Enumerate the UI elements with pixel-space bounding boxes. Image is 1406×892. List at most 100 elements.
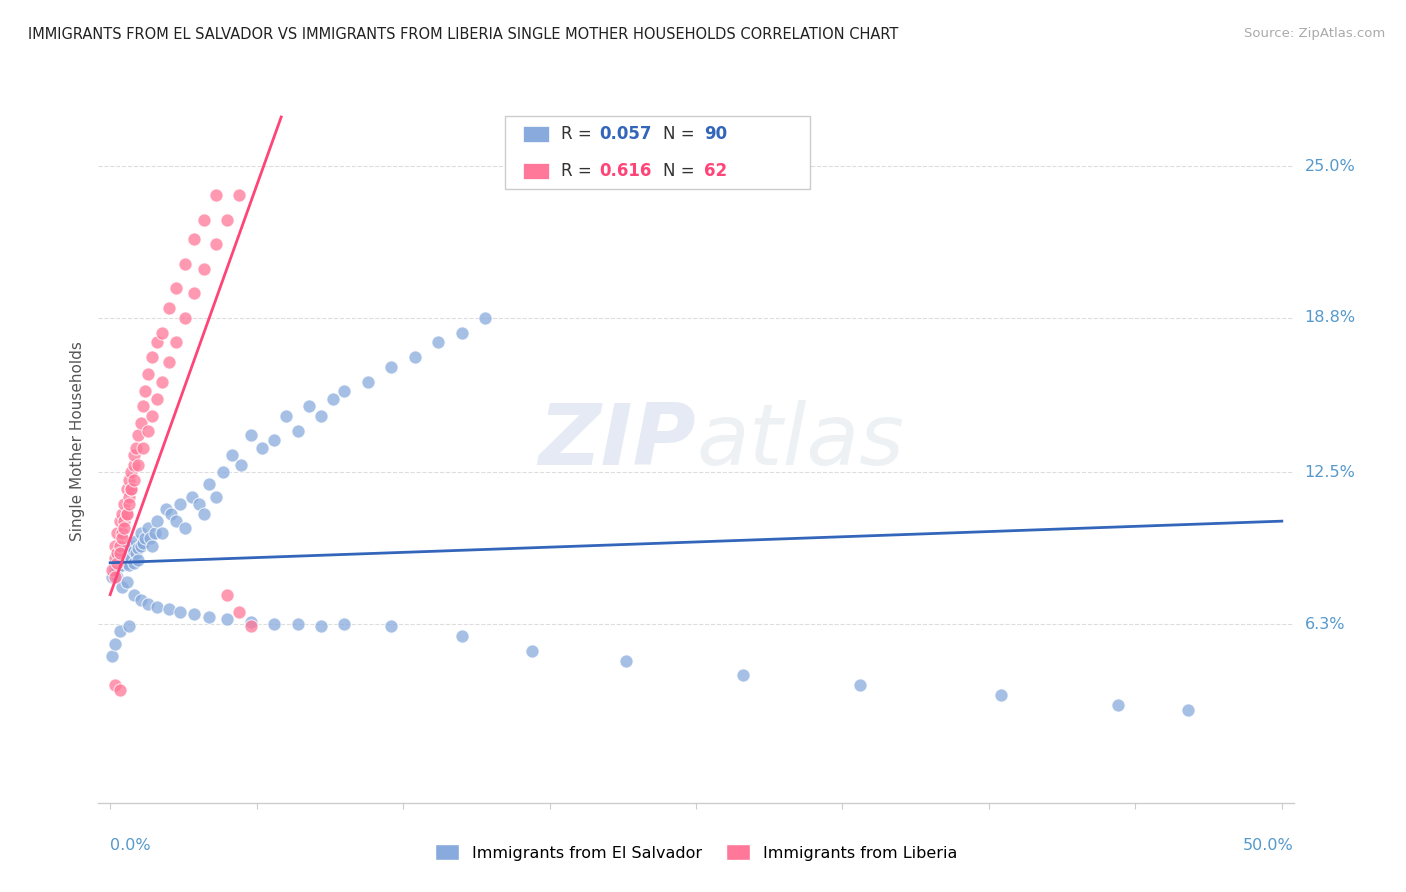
- Point: [150, 326, 173, 340]
- Point: [118, 490, 141, 504]
- Point: [127, 541, 149, 555]
- Point: [849, 678, 872, 692]
- Point: [111, 558, 134, 573]
- Point: [169, 605, 191, 619]
- Point: [141, 539, 163, 553]
- Point: [181, 490, 204, 504]
- Point: [239, 619, 262, 633]
- Point: [157, 301, 180, 315]
- Point: [520, 644, 543, 658]
- Point: [204, 237, 226, 252]
- Point: [183, 232, 205, 246]
- Point: [252, 441, 274, 455]
- Point: [174, 310, 197, 325]
- Point: [333, 617, 356, 632]
- Point: [129, 526, 152, 541]
- Point: [217, 588, 239, 602]
- FancyBboxPatch shape: [505, 117, 810, 189]
- Point: [111, 549, 134, 563]
- Point: [127, 458, 149, 472]
- Point: [165, 335, 187, 350]
- Point: [108, 683, 131, 698]
- Point: [115, 483, 138, 497]
- Point: [115, 541, 138, 555]
- Point: [731, 668, 754, 682]
- Point: [105, 546, 128, 560]
- FancyBboxPatch shape: [523, 163, 548, 179]
- Point: [193, 213, 215, 227]
- Legend: Immigrants from El Salvador, Immigrants from Liberia: Immigrants from El Salvador, Immigrants …: [429, 838, 963, 867]
- Point: [132, 441, 155, 455]
- Point: [115, 507, 138, 521]
- Point: [104, 678, 127, 692]
- Point: [112, 497, 135, 511]
- Point: [263, 434, 285, 448]
- Point: [380, 619, 402, 633]
- Point: [204, 490, 226, 504]
- Point: [298, 399, 321, 413]
- Point: [112, 553, 135, 567]
- Point: [120, 465, 142, 479]
- Point: [197, 477, 219, 491]
- Point: [155, 502, 177, 516]
- Text: 50.0%: 50.0%: [1243, 838, 1294, 853]
- Point: [183, 607, 205, 622]
- Point: [309, 619, 332, 633]
- Point: [111, 507, 134, 521]
- Point: [197, 609, 219, 624]
- Point: [188, 497, 211, 511]
- Point: [118, 473, 141, 487]
- Point: [108, 556, 131, 570]
- Point: [287, 617, 309, 632]
- Point: [118, 558, 141, 573]
- Point: [614, 654, 637, 668]
- Point: [112, 521, 135, 535]
- Point: [127, 428, 149, 442]
- Point: [104, 563, 127, 577]
- Point: [150, 375, 173, 389]
- Text: ZIP: ZIP: [538, 400, 696, 483]
- Point: [132, 399, 155, 413]
- Point: [183, 286, 205, 301]
- Point: [143, 526, 166, 541]
- Point: [129, 539, 152, 553]
- Point: [990, 688, 1012, 702]
- Point: [136, 521, 159, 535]
- Point: [157, 602, 180, 616]
- Point: [134, 531, 156, 545]
- Text: 0.616: 0.616: [599, 162, 651, 180]
- Point: [118, 619, 141, 633]
- Point: [146, 335, 169, 350]
- Point: [333, 384, 356, 399]
- Point: [118, 497, 141, 511]
- Point: [122, 543, 145, 558]
- Point: [122, 458, 145, 472]
- Point: [120, 483, 142, 497]
- Point: [136, 598, 159, 612]
- Text: 25.0%: 25.0%: [1305, 159, 1355, 174]
- Point: [239, 428, 262, 442]
- Point: [146, 599, 169, 614]
- Point: [322, 392, 344, 406]
- Text: R =: R =: [561, 162, 598, 180]
- Point: [104, 550, 127, 565]
- Point: [169, 497, 191, 511]
- Point: [141, 350, 163, 364]
- Point: [112, 514, 135, 528]
- Point: [120, 483, 142, 497]
- Point: [104, 570, 127, 584]
- FancyBboxPatch shape: [523, 126, 548, 142]
- Point: [174, 257, 197, 271]
- Point: [125, 533, 148, 548]
- Point: [404, 350, 426, 364]
- Point: [120, 539, 142, 553]
- Point: [228, 188, 250, 202]
- Point: [104, 539, 127, 553]
- Point: [174, 521, 197, 535]
- Point: [134, 384, 156, 399]
- Text: 18.8%: 18.8%: [1305, 310, 1355, 326]
- Point: [160, 507, 183, 521]
- Point: [111, 526, 134, 541]
- Point: [105, 570, 128, 584]
- Point: [193, 261, 215, 276]
